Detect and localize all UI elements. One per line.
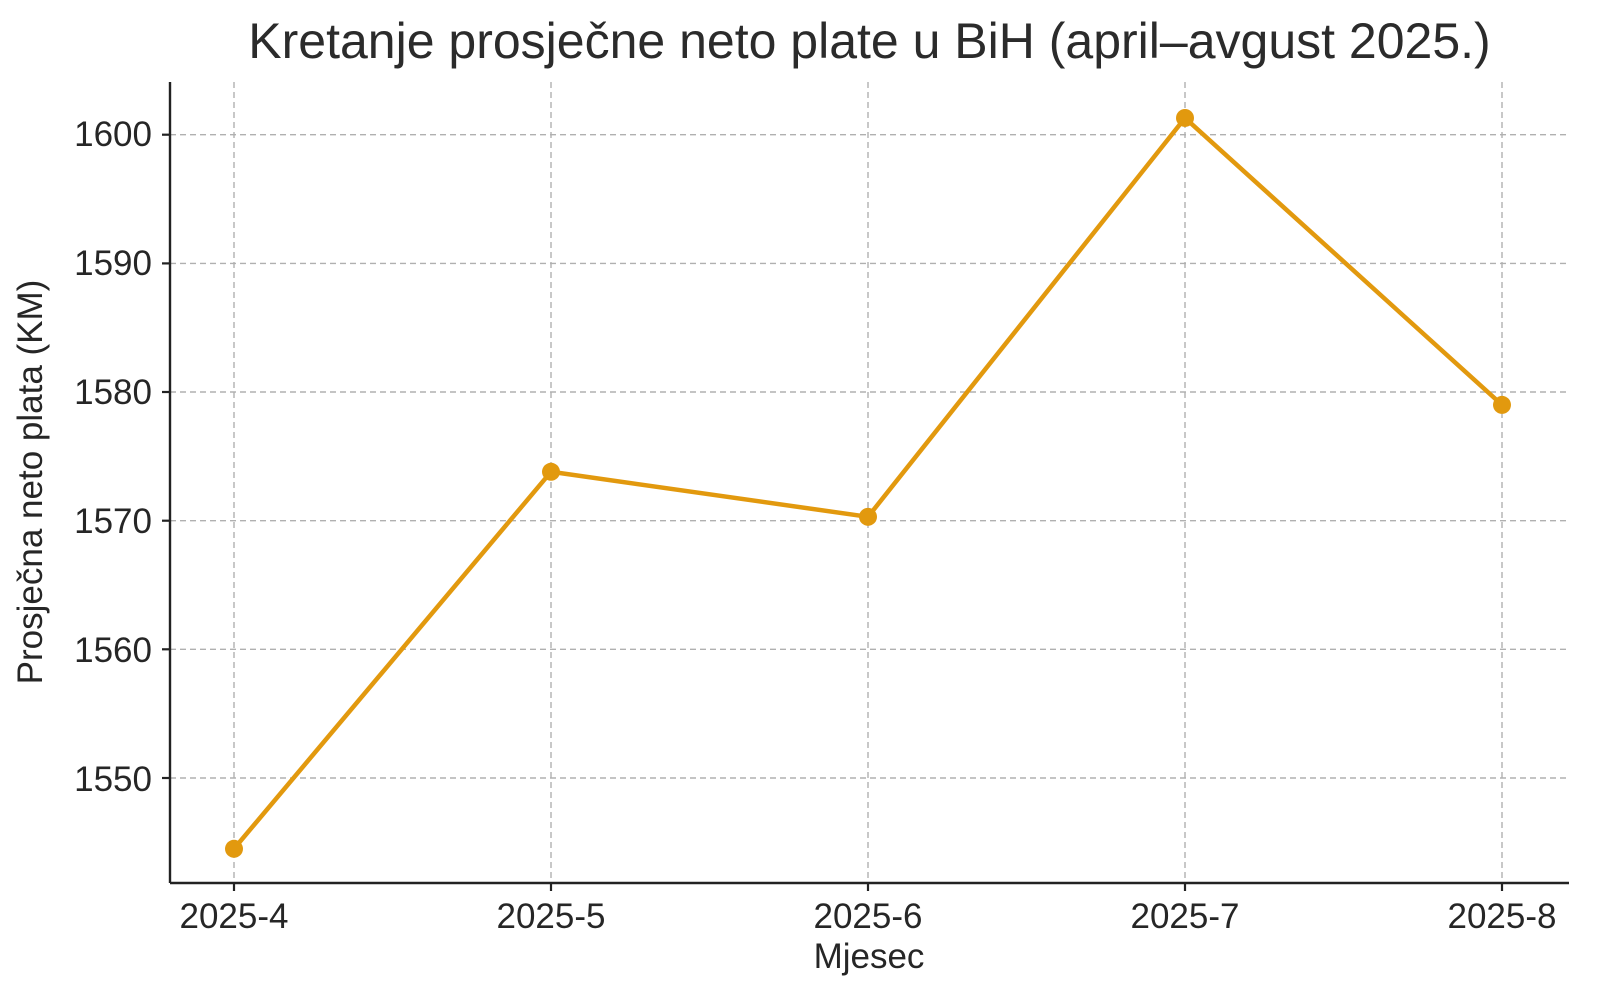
svg-text:1560: 1560 <box>74 631 152 670</box>
svg-text:2025-5: 2025-5 <box>497 897 606 936</box>
svg-text:2025-7: 2025-7 <box>1131 897 1240 936</box>
svg-text:Prosječna neto plata (KM): Prosječna neto plata (KM) <box>11 280 50 685</box>
svg-text:1580: 1580 <box>74 373 152 412</box>
svg-text:2025-8: 2025-8 <box>1448 897 1557 936</box>
svg-text:1590: 1590 <box>74 244 152 283</box>
svg-text:2025-4: 2025-4 <box>180 897 289 936</box>
svg-text:1600: 1600 <box>74 115 152 154</box>
svg-text:1570: 1570 <box>74 502 152 541</box>
svg-text:1550: 1550 <box>74 760 152 799</box>
svg-text:2025-6: 2025-6 <box>814 897 923 936</box>
svg-text:Mjesec: Mjesec <box>814 937 925 976</box>
